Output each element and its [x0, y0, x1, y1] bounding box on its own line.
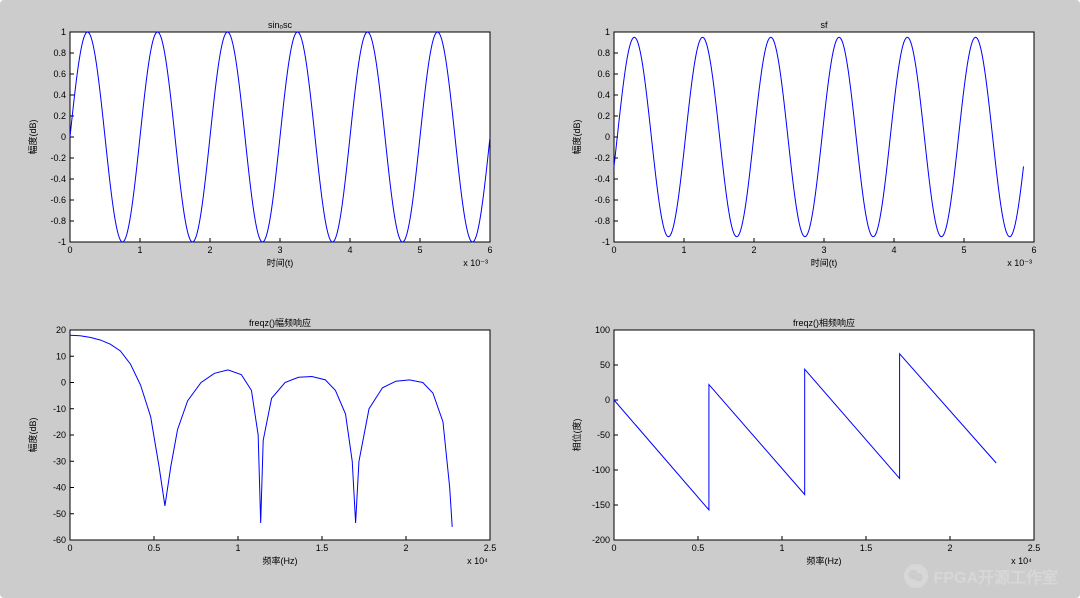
- svg-text:-0.6: -0.6: [594, 195, 610, 205]
- svg-text:1: 1: [605, 27, 610, 37]
- svg-text:1: 1: [681, 245, 686, 255]
- subplot-p3: freqz()幅频响应 0 0.5 1 1.5 2 2.5 -60 -50 -40 -30 -20…: [28, 316, 518, 576]
- svg-text:0: 0: [605, 132, 610, 142]
- svg-text:-30: -30: [53, 456, 66, 466]
- svg-text:0: 0: [67, 245, 72, 255]
- figure-container: sinₒsc 0 1 2 3 4 5 6 -1 -0.8 -0.6 -0.4 -0.2 0 0.2 0.4…: [0, 0, 1080, 598]
- svg-text:5: 5: [961, 245, 966, 255]
- panel-title: freqz()幅频响应: [249, 317, 311, 328]
- svg-text:-0.6: -0.6: [50, 195, 66, 205]
- svg-text:20: 20: [56, 325, 66, 335]
- svg-text:-50: -50: [53, 509, 66, 519]
- svg-text:0: 0: [605, 395, 610, 405]
- svg-text:0: 0: [61, 378, 66, 388]
- svg-text:0: 0: [611, 245, 616, 255]
- svg-text:-1: -1: [58, 237, 66, 247]
- y-axis-label: 幅度(dB): [28, 417, 38, 452]
- svg-text:-1: -1: [602, 237, 610, 247]
- svg-text:6: 6: [487, 245, 492, 255]
- svg-text:0.8: 0.8: [53, 48, 66, 58]
- svg-text:0: 0: [61, 132, 66, 142]
- x-axis-label: 频率(Hz): [807, 555, 842, 566]
- svg-text:0.2: 0.2: [53, 111, 66, 121]
- svg-text:-200: -200: [592, 535, 610, 545]
- svg-text:2: 2: [207, 245, 212, 255]
- svg-text:6: 6: [1031, 245, 1036, 255]
- y-axis-label: 幅度(dB): [28, 119, 38, 154]
- svg-text:1: 1: [61, 27, 66, 37]
- svg-text:0.8: 0.8: [597, 48, 610, 58]
- watermark-text: FPGA开源工作室: [934, 564, 1058, 588]
- svg-text:-60: -60: [53, 535, 66, 545]
- svg-text:0.4: 0.4: [53, 90, 66, 100]
- svg-text:-0.2: -0.2: [50, 153, 66, 163]
- svg-text:3: 3: [277, 245, 282, 255]
- svg-text:-10: -10: [53, 404, 66, 414]
- svg-text:-20: -20: [53, 430, 66, 440]
- svg-text:0.4: 0.4: [597, 90, 610, 100]
- svg-text:2: 2: [751, 245, 756, 255]
- svg-text:0.6: 0.6: [597, 69, 610, 79]
- svg-text:50: 50: [600, 360, 610, 370]
- svg-text:2.5: 2.5: [1028, 543, 1041, 553]
- svg-text:1.5: 1.5: [316, 543, 329, 553]
- svg-text:0.2: 0.2: [597, 111, 610, 121]
- svg-text:-0.2: -0.2: [594, 153, 610, 163]
- x-exponent-label: x 10⁻³: [463, 258, 488, 268]
- svg-text:-0.8: -0.8: [594, 216, 610, 226]
- svg-text:1.5: 1.5: [860, 543, 873, 553]
- svg-text:-0.4: -0.4: [594, 174, 610, 184]
- y-axis-label: 幅度(dB): [572, 119, 582, 154]
- svg-text:1: 1: [235, 543, 240, 553]
- svg-text:0.5: 0.5: [148, 543, 161, 553]
- svg-text:100: 100: [595, 325, 610, 335]
- svg-text:2: 2: [947, 543, 952, 553]
- svg-text:4: 4: [891, 245, 896, 255]
- svg-text:0: 0: [67, 543, 72, 553]
- svg-text:1: 1: [137, 245, 142, 255]
- plot-svg: sinₒsc 0 1 2 3 4 5 6 -1 -0.8 -0.6 -0.4 -0.2 0 0.2 0.4…: [28, 18, 518, 278]
- svg-text:0.5: 0.5: [692, 543, 705, 553]
- subplot-p2: sf 0 1 2 3 4 5 6 -1 -0.8 -0.6 -0.4 -0.2 0 0.2 0.4 0.6 0…: [572, 18, 1062, 278]
- wechat-icon: [904, 564, 928, 588]
- svg-text:-100: -100: [592, 465, 610, 475]
- svg-text:1: 1: [779, 543, 784, 553]
- svg-text:0: 0: [611, 543, 616, 553]
- svg-text:-0.4: -0.4: [50, 174, 66, 184]
- panel-title: sinₒsc: [268, 20, 292, 30]
- plot-svg: freqz()幅频响应 0 0.5 1 1.5 2 2.5 -60 -50 -40 -30 -20…: [28, 316, 518, 576]
- svg-text:10: 10: [56, 351, 66, 361]
- svg-text:2.5: 2.5: [484, 543, 497, 553]
- x-exponent-label: x 10⁻³: [1007, 258, 1032, 268]
- subplot-p1: sinₒsc 0 1 2 3 4 5 6 -1 -0.8 -0.6 -0.4 -0.2 0 0.2 0.4…: [28, 18, 518, 278]
- panel-title: sf: [820, 20, 828, 30]
- panel-title: freqz()相频响应: [793, 317, 855, 328]
- x-axis-label: 频率(Hz): [263, 555, 298, 566]
- svg-text:5: 5: [417, 245, 422, 255]
- y-axis-label: 相位(度): [572, 419, 582, 452]
- x-exponent-label: x 10⁴: [467, 556, 488, 566]
- plot-svg: sf 0 1 2 3 4 5 6 -1 -0.8 -0.6 -0.4 -0.2 0 0.2 0.4 0.6 0…: [572, 18, 1062, 278]
- svg-text:2: 2: [403, 543, 408, 553]
- watermark: FPGA开源工作室: [904, 564, 1058, 588]
- svg-text:-150: -150: [592, 500, 610, 510]
- svg-text:0.6: 0.6: [53, 69, 66, 79]
- svg-text:-50: -50: [597, 430, 610, 440]
- svg-text:3: 3: [821, 245, 826, 255]
- plot-svg: freqz()相频响应 0 0.5 1 1.5 2 2.5 -200 -150 -100 -50…: [572, 316, 1062, 576]
- plot-area: [70, 330, 490, 540]
- x-axis-label: 时间(t): [811, 257, 838, 268]
- svg-text:4: 4: [347, 245, 352, 255]
- svg-text:-40: -40: [53, 483, 66, 493]
- svg-text:-0.8: -0.8: [50, 216, 66, 226]
- subplot-p4: freqz()相频响应 0 0.5 1 1.5 2 2.5 -200 -150 -100 -50…: [572, 316, 1062, 576]
- x-axis-label: 时间(t): [267, 257, 294, 268]
